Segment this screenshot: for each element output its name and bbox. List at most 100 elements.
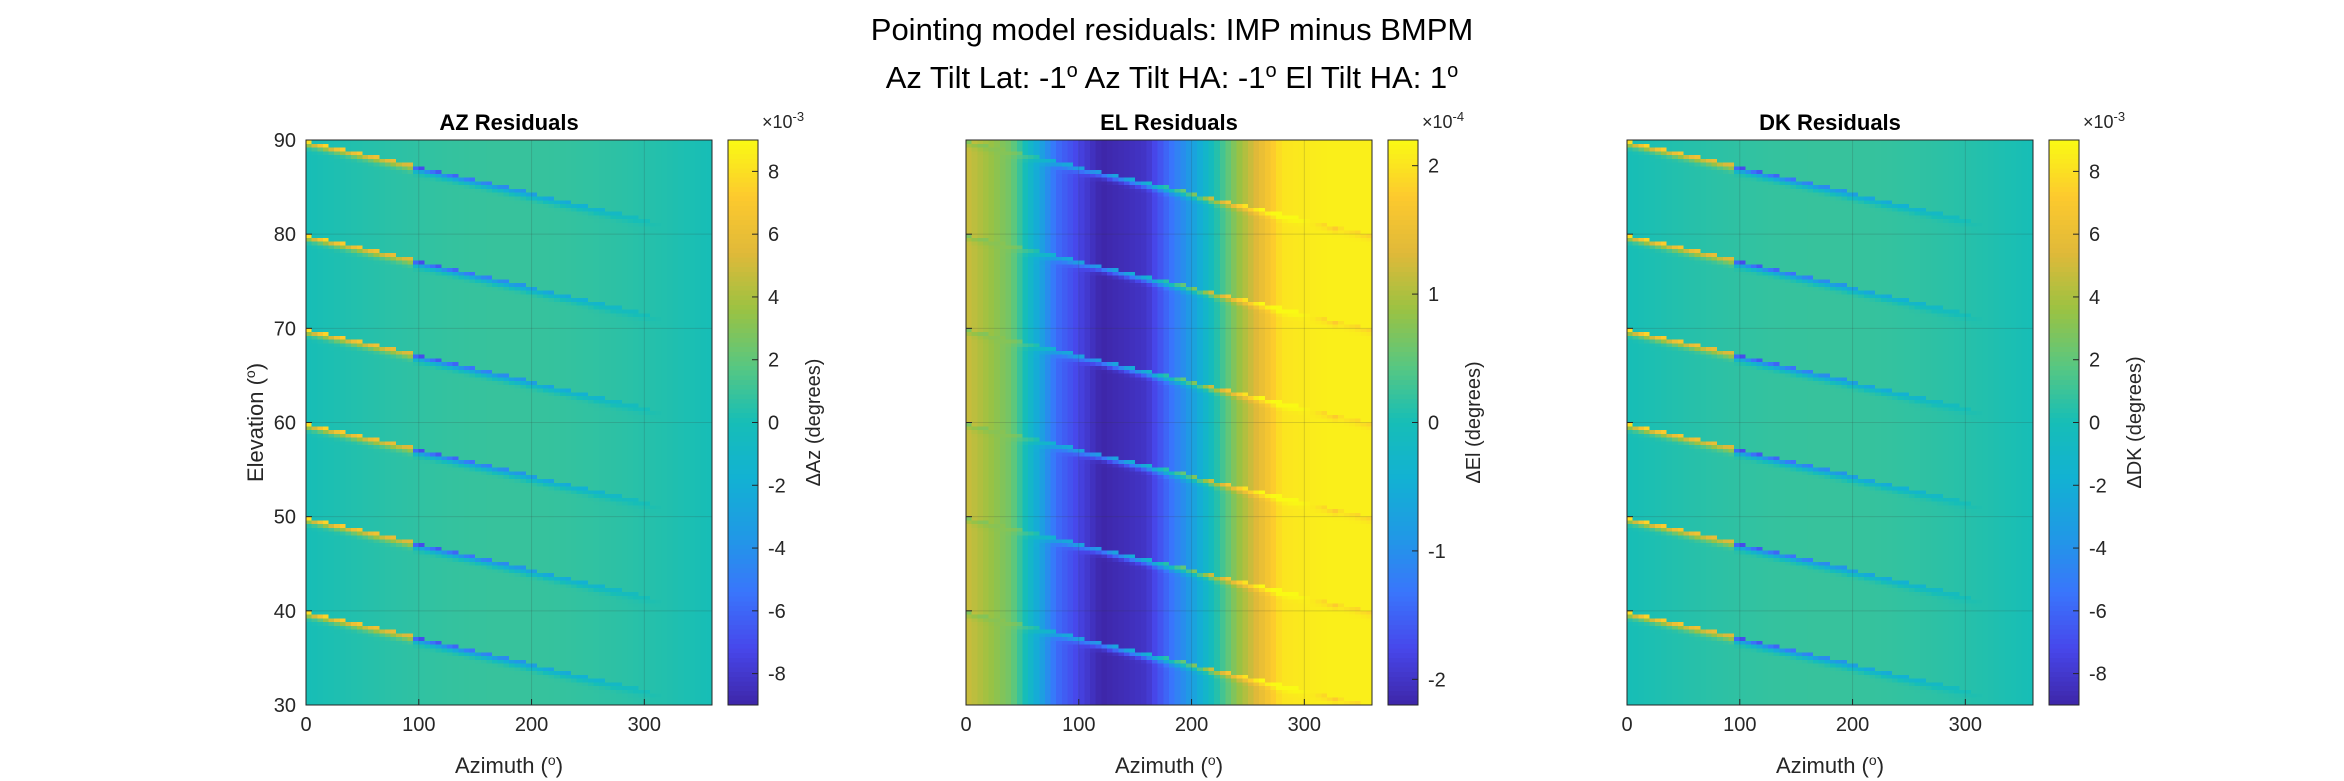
heatmap-cell [334,645,340,649]
heatmap-cell [391,445,397,449]
heatmap-cell [464,626,470,630]
heatmap-cell [357,193,363,197]
heatmap-cell [357,234,363,238]
heatmap-cell [402,577,408,581]
heatmap-cell [379,690,385,694]
heatmap-cell [430,298,436,302]
heatmap-cell [408,245,414,249]
heatmap-cell [306,374,312,378]
heatmap-cell [402,464,408,468]
heatmap-cell [458,332,464,336]
heatmap-cell [379,336,385,340]
heatmap-cell [323,148,329,152]
heatmap-cell [340,415,346,419]
heatmap-cell [374,539,380,543]
heatmap-cell [329,155,335,159]
heatmap-cell [374,600,380,604]
heatmap-cell [441,679,447,683]
heatmap-cell [351,690,357,694]
heatmap-cell [391,520,397,524]
heatmap-cell [340,185,346,189]
heatmap-cell [323,272,329,276]
heatmap-cell [312,664,318,668]
heatmap-cell [475,321,481,325]
heatmap-cell [470,543,476,547]
heatmap-cell [306,200,312,204]
heatmap-cell [329,321,335,325]
heatmap-cell [357,573,363,577]
heatmap-cell [351,569,357,573]
heatmap-cell [402,441,408,445]
heatmap-cell [436,464,442,468]
heatmap-cell [357,464,363,468]
heatmap-cell [453,163,459,167]
heatmap-cell [340,276,346,280]
heatmap-cell [385,358,391,362]
heatmap-cell [408,524,414,528]
heatmap-cell [396,336,402,340]
heatmap-cell [475,649,481,653]
heatmap-cell [323,524,329,528]
heatmap-cell [441,163,447,167]
heatmap-cell [402,554,408,558]
heatmap-cell [391,596,397,600]
heatmap-cell [317,264,323,268]
heatmap-cell [408,407,414,411]
heatmap-cell [391,208,397,212]
heatmap-cell [306,407,312,411]
heatmap-cell [334,140,340,144]
heatmap-cell [312,690,318,694]
heatmap-cell [475,174,481,178]
heatmap-cell [334,581,340,585]
heatmap-cell [385,351,391,355]
heatmap-cell [317,223,323,227]
heatmap-cell [441,317,447,321]
heatmap-cell [351,596,357,600]
heatmap-cell [312,490,318,494]
heatmap-cell [458,261,464,265]
heatmap-cell [357,155,363,159]
heatmap-cell [357,430,363,434]
heatmap-cell [374,189,380,193]
heatmap-cell [351,600,357,604]
heatmap-cell [436,596,442,600]
heatmap-cell [396,411,402,415]
heatmap-cell [362,189,368,193]
heatmap-cell [351,264,357,268]
heatmap-cell [312,615,318,619]
heatmap-cell [329,649,335,653]
heatmap-cell [441,528,447,532]
heatmap-cell [374,294,380,298]
heatmap-cell [368,539,374,543]
heatmap-cell [329,287,335,291]
heatmap-cell [312,468,318,472]
heatmap-cell [329,294,335,298]
heatmap-cell [306,234,312,238]
heatmap-cell [317,306,323,310]
heatmap-cell [329,328,335,332]
heatmap-cell [391,306,397,310]
heatmap-cell [351,577,357,581]
heatmap-cell [306,528,312,532]
heatmap-cell [419,483,425,487]
heatmap-cell [441,340,447,344]
heatmap-cell [396,381,402,385]
heatmap-cell [334,426,340,430]
heatmap-cell [430,366,436,370]
heatmap-cell [453,193,459,197]
heatmap-cell [464,449,470,453]
heatmap-cell [464,641,470,645]
heatmap-cell [470,573,476,577]
heatmap-cell [329,200,335,204]
heatmap-cell [470,227,476,231]
heatmap-cell [391,652,397,656]
heatmap-cell [436,287,442,291]
heatmap-cell [306,298,312,302]
heatmap-cell [424,671,430,675]
heatmap-cell [340,649,346,653]
heatmap-cell [408,242,414,246]
heatmap-cell [345,245,351,249]
heatmap-cell [396,151,402,155]
heatmap-cell [385,660,391,664]
heatmap-cell [323,694,329,698]
